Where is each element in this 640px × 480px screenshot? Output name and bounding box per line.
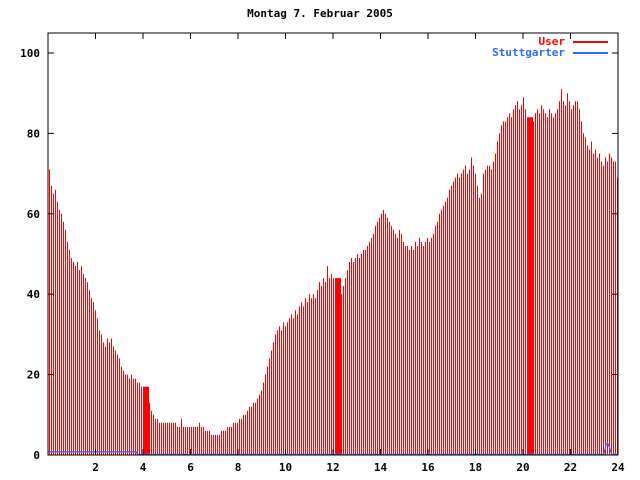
legend: User Stuttgarter <box>340 36 608 58</box>
legend-user-label: User <box>538 35 566 48</box>
legend-user-line-sample <box>573 40 608 43</box>
svg-text:40: 40 <box>27 288 40 301</box>
svg-text:24: 24 <box>611 461 625 474</box>
legend-row-stuttgarter: Stuttgarter <box>340 47 608 58</box>
svg-text:60: 60 <box>27 208 40 221</box>
svg-text:20: 20 <box>516 461 529 474</box>
chart-title: Montag 7. Februar 2005 <box>247 7 393 20</box>
svg-text:100: 100 <box>20 47 40 60</box>
svg-text:12: 12 <box>326 461 339 474</box>
svg-text:20: 20 <box>27 369 40 382</box>
legend-row-user: User <box>340 36 608 47</box>
svg-text:14: 14 <box>374 461 388 474</box>
legend-stuttgarter-line-sample <box>573 51 608 54</box>
svg-text:80: 80 <box>27 127 40 140</box>
legend-stuttgarter-label: Stuttgarter <box>492 46 565 59</box>
svg-text:6: 6 <box>187 461 194 474</box>
svg-text:0: 0 <box>33 449 40 462</box>
svg-text:10: 10 <box>279 461 292 474</box>
svg-text:4: 4 <box>140 461 147 474</box>
svg-text:16: 16 <box>421 461 435 474</box>
svg-text:2: 2 <box>92 461 99 474</box>
svg-text:18: 18 <box>469 461 482 474</box>
svg-text:8: 8 <box>235 461 242 474</box>
svg-text:22: 22 <box>564 461 577 474</box>
